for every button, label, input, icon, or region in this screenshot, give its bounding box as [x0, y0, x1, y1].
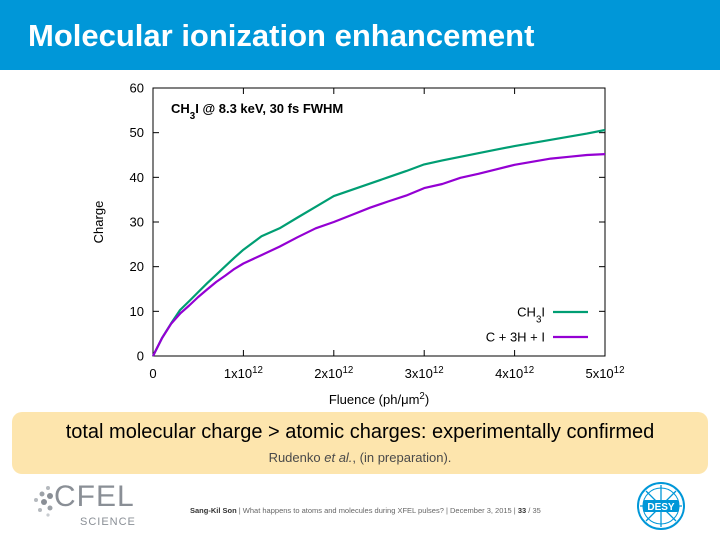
legend-label-1: C + 3H + I	[486, 330, 545, 345]
chart-annotation: CH3I @ 8.3 keV, 30 fs FWHM	[171, 101, 343, 122]
series-layer	[152, 128, 606, 357]
x-tick-mantissa: 1x10	[224, 366, 252, 381]
y-axis-label: Charge	[91, 201, 106, 244]
y-tick-label: 60	[130, 81, 144, 96]
x-tick-label: 1x1012	[224, 365, 263, 382]
y-tick-label: 20	[130, 259, 144, 274]
desy-logo-text: DESY	[647, 502, 675, 513]
slide-title: Molecular ionization enhancement	[28, 18, 535, 53]
x-tick-exponent: 12	[342, 365, 353, 376]
callout-reference: Rudenko et al., (in preparation).	[12, 450, 708, 465]
series-line-0	[152, 128, 606, 357]
x-tick-mantissa: 0	[149, 366, 156, 381]
footer-talk-title: What happens to atoms and molecules duri…	[242, 506, 444, 515]
x-tick-mantissa: 5x10	[585, 366, 613, 381]
x-tick-label: 0	[149, 366, 156, 381]
footer-sep: |	[511, 506, 518, 515]
x-axis-label: Fluence (ph/μm2)	[329, 391, 429, 408]
series-line-1	[152, 153, 606, 357]
footer-author: Sang-Kil Son	[190, 506, 237, 515]
conclusion-callout: total molecular charge > atomic charges:…	[12, 412, 708, 474]
text-part: Fluence (ph/μm	[329, 392, 420, 407]
cfel-science-text: SCIENCE	[80, 516, 136, 528]
footer-page-number: 33	[517, 506, 527, 515]
footer-date: December 3, 2015	[450, 506, 512, 515]
x-tick-mantissa: 3x10	[405, 366, 433, 381]
ref-author: Rudenko	[268, 450, 321, 465]
cfel-wordmark: CFEL	[54, 480, 135, 513]
footer: Sang-Kil Son | What happens to atoms and…	[190, 506, 622, 515]
axes	[152, 87, 606, 357]
callout-main-text: total molecular charge > atomic charges:…	[65, 421, 655, 443]
text-part: CH	[171, 101, 190, 116]
cfel-logo: CFEL SCIENCE	[30, 480, 150, 530]
ref-rest: , (in preparation).	[352, 450, 452, 465]
text-part: I @ 8.3 keV, 30 fs FWHM	[195, 101, 343, 116]
y-tick-label: 10	[130, 304, 144, 319]
desy-emblem-icon: DESY	[637, 482, 685, 530]
x-tick-mantissa: 4x10	[495, 366, 523, 381]
footer-sep: |	[236, 506, 243, 515]
text-part: 2	[419, 391, 424, 402]
x-tick-exponent: 12	[614, 365, 625, 376]
x-tick-exponent: 12	[433, 365, 444, 376]
y-tick-label: 40	[130, 170, 144, 185]
ref-etal: et al.	[324, 450, 353, 465]
text-part: 3	[536, 314, 541, 325]
x-tick-mantissa: 2x10	[314, 366, 342, 381]
text-part: I	[541, 305, 545, 320]
y-tick-label: 30	[130, 215, 144, 230]
title-bar: Molecular ionization enhancement	[0, 0, 720, 70]
text-part: CH	[517, 305, 536, 320]
cfel-dots-icon	[34, 486, 53, 517]
x-tick-label: 2x1012	[314, 365, 353, 382]
legend-label-0: CH3I	[517, 305, 545, 326]
footer-page-total: / 35	[526, 506, 541, 515]
x-tick-label: 5x1012	[585, 365, 624, 382]
y-tick-label: 50	[130, 125, 144, 140]
x-tick-label: 4x1012	[495, 365, 534, 382]
text-part: 3	[190, 111, 196, 122]
text-part: )	[425, 392, 429, 407]
x-tick-label: 3x1012	[405, 365, 444, 382]
text-part: C + 3H + I	[486, 330, 545, 345]
desy-logo: DESY	[636, 480, 686, 536]
footer-sep: |	[443, 506, 451, 515]
x-tick-exponent: 12	[252, 365, 263, 376]
y-tick-label: 0	[137, 349, 144, 364]
x-tick-exponent: 12	[523, 365, 534, 376]
